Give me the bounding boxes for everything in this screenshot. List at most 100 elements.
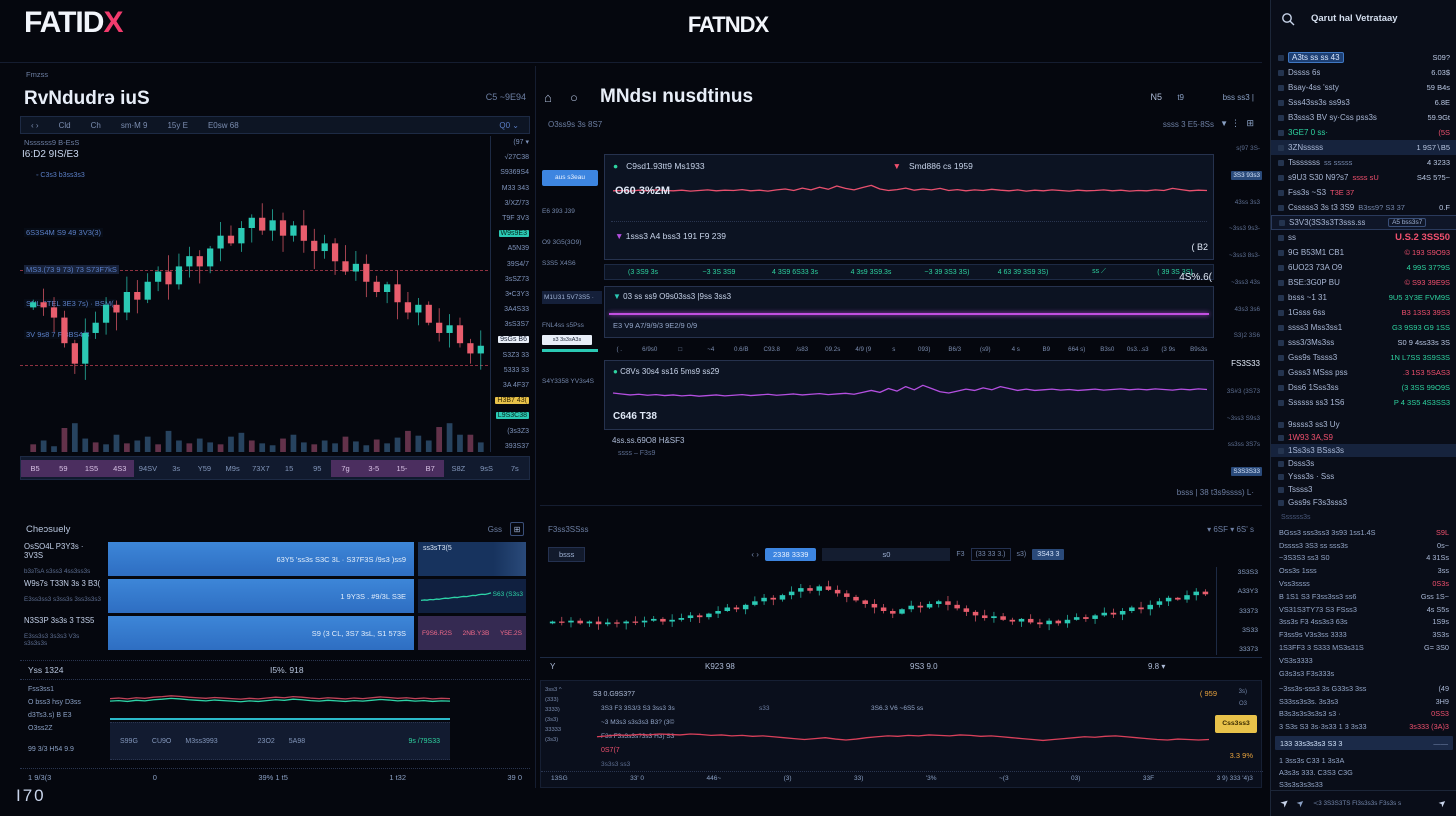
grid-icon[interactable]: ⊞ [1246, 118, 1254, 128]
rail-label[interactable]: S4Y3358 YV3s4S [542, 378, 594, 385]
highlighted-cell[interactable]: 3S43 3 [1032, 548, 1065, 560]
watchlist-row[interactable]: BSE:3G0P BU © S93 39E9S [1271, 275, 1456, 290]
sub-header-right[interactable]: ssss 3 E5·8Ss [1162, 120, 1214, 129]
stat-row[interactable]: VS3s3333 [1271, 654, 1456, 667]
main-chart-price-scale[interactable]: 3S3S3 A33Y3 33373 3S33 33373 [1216, 567, 1260, 655]
expand-icon[interactable]: ⊞ [510, 522, 524, 536]
panel-toolbar-left[interactable]: F3ss3SSss [548, 525, 589, 534]
rail-label[interactable]: E6 393 J39 [542, 208, 575, 215]
allocation-cell[interactable]: ss3sT3(5 [418, 542, 526, 576]
watchlist-row[interactable]: Tsssssss ss sssss 4 3233 [1271, 155, 1456, 170]
left-panel-tab[interactable]: Fmzss [26, 70, 49, 79]
strip-list-item[interactable]: 3333) [545, 707, 560, 713]
watchlist-row[interactable]: s9U3 S30 N9?s7 ssss sU S4S 5?5~ [1271, 170, 1456, 185]
right-rail-item[interactable]: 3S#3 (3S73 [1226, 387, 1260, 395]
menu-row[interactable]: Ysss3s · Sss [1271, 470, 1456, 483]
toolbar-item[interactable]: 15y E [167, 120, 188, 130]
indicator-right-rail[interactable]: s(97 3S- 3S3 93s3 43ss 3s3 ~3ss3 9s3- ~3ss3 … [1216, 144, 1262, 476]
watchlist-row[interactable]: Csssss3 3s t3 3S9 B3ss9? S3 37 0.F [1271, 200, 1456, 215]
stat-row[interactable]: S33ss3s3s. 3s3s3 3H9 [1271, 695, 1456, 708]
right-rail-item[interactable]: s(97 3S- [1236, 145, 1260, 152]
allocation-bar[interactable]: 63Y5 'ss3s S3C 3L · S37F3S /9s3 )ss9 [108, 542, 414, 576]
menu-row[interactable]: Dsss3s [1271, 457, 1456, 470]
watchlist-row[interactable]: Bsay-4ss 'ssty 59 B4s [1271, 80, 1456, 95]
rail-mini-button[interactable]: s3 3s3sA3s [542, 335, 592, 345]
selected-range-button[interactable]: 2338 3339 [764, 547, 817, 561]
strip-list-item[interactable]: 3ss3 ^ [545, 687, 562, 693]
time-axis-cell[interactable]: 7g [331, 459, 360, 477]
control-cell[interactable]: s3) [1016, 550, 1027, 558]
stat-row[interactable]: 3 S3s S3 3s·3s33 1 3 3s33 3s333 (3A)3 [1271, 720, 1456, 733]
stat-row[interactable]: B 1S1 S3 F3ss3ss3 ss6 Gss 1S~ [1271, 590, 1456, 603]
time-axis-cell[interactable]: 95 [313, 463, 322, 473]
stat-row[interactable]: B3s3s3s3s3s3 s3 · 0SS3 [1271, 708, 1456, 721]
main-candlestick-chart[interactable] [548, 567, 1210, 655]
rail-label[interactable]: O9 3G5(3O9) [542, 239, 582, 246]
allocation-right-label[interactable]: Gss [487, 525, 502, 534]
watchlist-row[interactable]: bsss ~1 31 9U5 3Y3E FVM9S [1271, 290, 1456, 305]
footer-row[interactable]: 1 3ss3s C33 1 3s3A [1271, 754, 1456, 766]
strip-list-item[interactable]: (3s3) [545, 717, 559, 723]
watchlist-row[interactable]: 3ZNsssss 1 9S7∖B5 [1271, 140, 1456, 155]
watchlist-row[interactable]: 6UO23 73A O9 4 99S 37?9S [1271, 260, 1456, 275]
menu-row[interactable]: 9ssss3 ss3 Uy [1271, 418, 1456, 431]
nav-arrows[interactable]: ‹ › [751, 549, 759, 559]
time-axis-cell[interactable]: 3-5 [359, 459, 388, 477]
time-axis-cell[interactable]: 7s [510, 463, 519, 473]
allocation-bar[interactable]: S9 (3 CL, 3S7 3sL, S1 573S [108, 616, 414, 650]
watchlist-row[interactable]: A3ts ss ss 43 S09? [1271, 50, 1456, 65]
watchlist-row[interactable]: 1Gsss 6ss B3 13S3 39S3 [1271, 305, 1456, 320]
stat-row[interactable]: F3ss9s V3s3ss 3333 3S3s [1271, 628, 1456, 641]
stat-row[interactable]: VS31S3TY73 S3 FSss3 4s S5s [1271, 603, 1456, 616]
time-axis-cell[interactable]: B5 [21, 459, 50, 477]
strip-list-item[interactable]: (333) [545, 697, 559, 703]
stat-row[interactable]: G3s3s3 F3s333s [1271, 667, 1456, 680]
watchlist-row[interactable]: ss U.S.2 3SS50 [1271, 230, 1456, 245]
menu-icon[interactable]: ⋮ [1231, 118, 1240, 128]
right-rail-item[interactable]: S3S3S33 [1231, 467, 1262, 476]
watchlist-row[interactable]: 9G B53M1 CB1 © 193 S9O93 [1271, 245, 1456, 260]
panel-toolbar-right[interactable]: ▾ 6SF ▾ 6S' s [1207, 525, 1254, 534]
right-rail-item[interactable]: ~3ss3 9s3- [1229, 225, 1260, 233]
right-rail-item[interactable]: S3)2 3S6 [1233, 332, 1260, 340]
allocation-row[interactable]: W9s7s T33N 3s 3 B3( E3ss3ss3 s3ss3s 3ss3… [24, 579, 526, 613]
watchlist-row[interactable]: Sss43ss3s ss9s3 6.8E [1271, 95, 1456, 110]
toolbar-item[interactable]: Ch [90, 120, 101, 130]
alarm-icon[interactable]: ⌂ [544, 90, 552, 105]
stat-row[interactable]: 1S3FF3 3 S333 MS3s31S G= 3S0 [1271, 641, 1456, 654]
cursor-icon-right[interactable]: ➤ [1436, 796, 1450, 810]
time-axis-cell[interactable]: Y59 [197, 463, 212, 473]
watchlist-row[interactable]: Dss6 1Sss3ss (3 3SS 99O9S [1271, 380, 1456, 395]
mini-chart-tab[interactable]: Yss 1324 [28, 665, 64, 675]
cursor-icon-small[interactable]: ➤ [1294, 796, 1307, 810]
watchlist-row[interactable]: Fss3s ~S3 T3E 37 [1271, 185, 1456, 200]
menu-row[interactable]: 1Ss3s3 BSss3s [1271, 444, 1456, 457]
right-rail-item[interactable]: ss3ss 3S7s [1227, 441, 1260, 449]
indicator-row-label[interactable]: 03 ss ss9 O9s03ss3 |9ss 3ss3 [623, 292, 732, 301]
stat-row[interactable]: BGss3 sss3ss3 3s93 1ss1.4S S9L [1271, 526, 1456, 539]
watchlist-row[interactable]: 3GE7 0 ss· (5S [1271, 125, 1456, 140]
toolbar-item[interactable]: Cld [58, 120, 71, 130]
time-axis-cell[interactable]: 15 [284, 463, 294, 473]
toolbar-right-control[interactable]: Q0 ⌄ [499, 120, 519, 130]
toolbar-item[interactable]: ‹ › [31, 120, 39, 130]
watchlist-row[interactable]: ssss3 Mss3ss1 G3 9S93 G9 1SS [1271, 320, 1456, 335]
time-axis-cell[interactable]: 94SV [138, 463, 158, 473]
right-rail-item[interactable]: FS3S33 [1231, 359, 1260, 368]
primary-action-button[interactable]: aus s3eau [542, 170, 598, 186]
watchlist-row[interactable]: Ssssss ss3 1S6 P 4 3S5 4S3SS3 [1271, 395, 1456, 410]
bell-icon[interactable]: ○ [570, 90, 578, 105]
connect-button[interactable]: Css3ss3 [1215, 715, 1257, 733]
cursor-icon[interactable]: ➤ [1278, 796, 1292, 811]
right-rail-item[interactable]: ~3ss3 8s3- [1229, 252, 1260, 259]
watchlist-row[interactable]: Gss9s Tssss3 1N L7SS 3S9S3S [1271, 350, 1456, 365]
right-rail-item[interactable]: 3S3 93s3 [1231, 170, 1262, 180]
filter-icon[interactable]: ▼ [1220, 119, 1228, 128]
timeframe-tab[interactable]: bsss [548, 546, 586, 562]
allocation-bar[interactable]: 1 9Y3S . #9/3L S3E [108, 579, 414, 613]
stat-row[interactable]: 3ss3s F3 4ss3s3 63s 1S9s [1271, 616, 1456, 629]
right-rail-item[interactable]: ~3ss3 43s [1231, 278, 1260, 286]
time-axis-cell[interactable]: 73X7 [252, 463, 270, 473]
control-cell[interactable]: F3 [956, 550, 965, 558]
left-panel-title-right[interactable]: C5 ~9E94 [485, 92, 526, 102]
